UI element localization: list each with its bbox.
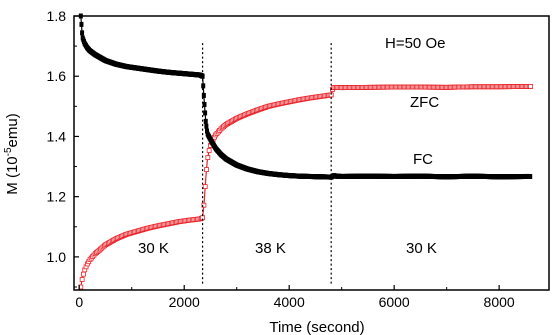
data-point: [204, 123, 209, 129]
data-point: [204, 167, 209, 172]
data-point: [205, 155, 211, 160]
data-point: [201, 83, 206, 89]
data-point: [528, 84, 534, 89]
y-tick-label: 1.0: [47, 249, 67, 265]
tick-layer: 0 2000 4000 6000 8000 1.0 1.2 1.4 1.6 1.8: [47, 8, 515, 310]
data-point: [79, 21, 84, 27]
x-tick-label: 4000: [274, 294, 305, 310]
y-axis-title: M (10-5emu): [3, 113, 21, 194]
data-point: [205, 128, 209, 134]
zfc-label: ZFC: [410, 94, 439, 111]
x-axis-title: Time (second): [269, 319, 364, 335]
y-tick-label: 1.4: [47, 128, 67, 144]
field-annotation: H=50 Oe: [385, 35, 445, 52]
data-point: [201, 92, 206, 98]
segment-label-1: 30 K: [138, 240, 169, 257]
series-fc: [78, 13, 533, 180]
data-point: [81, 271, 86, 277]
data-point: [80, 30, 85, 36]
data-point: [203, 118, 208, 124]
segment-label-3: 30 K: [406, 240, 437, 257]
x-tick-label: 2000: [169, 294, 200, 310]
y-tick-label: 1.2: [47, 189, 67, 205]
plot-area-frame: [73, 15, 550, 291]
y-tick-label: 1.6: [47, 68, 67, 84]
series-zfc: [78, 84, 534, 290]
x-tick-label: 0: [75, 294, 83, 310]
data-point: [206, 148, 212, 153]
data-point: [202, 184, 208, 190]
data-point: [201, 202, 207, 208]
segment-label-2: 38 K: [255, 240, 286, 257]
data-point: [203, 110, 208, 116]
y-tick-label: 1.8: [47, 8, 67, 24]
series-layer: [78, 13, 534, 290]
x-tick-label: 8000: [484, 294, 515, 310]
x-tick-label: 6000: [379, 294, 410, 310]
data-point: [202, 102, 207, 108]
data-point: [528, 173, 533, 179]
data-point: [79, 277, 85, 282]
fc-label: FC: [413, 151, 433, 168]
